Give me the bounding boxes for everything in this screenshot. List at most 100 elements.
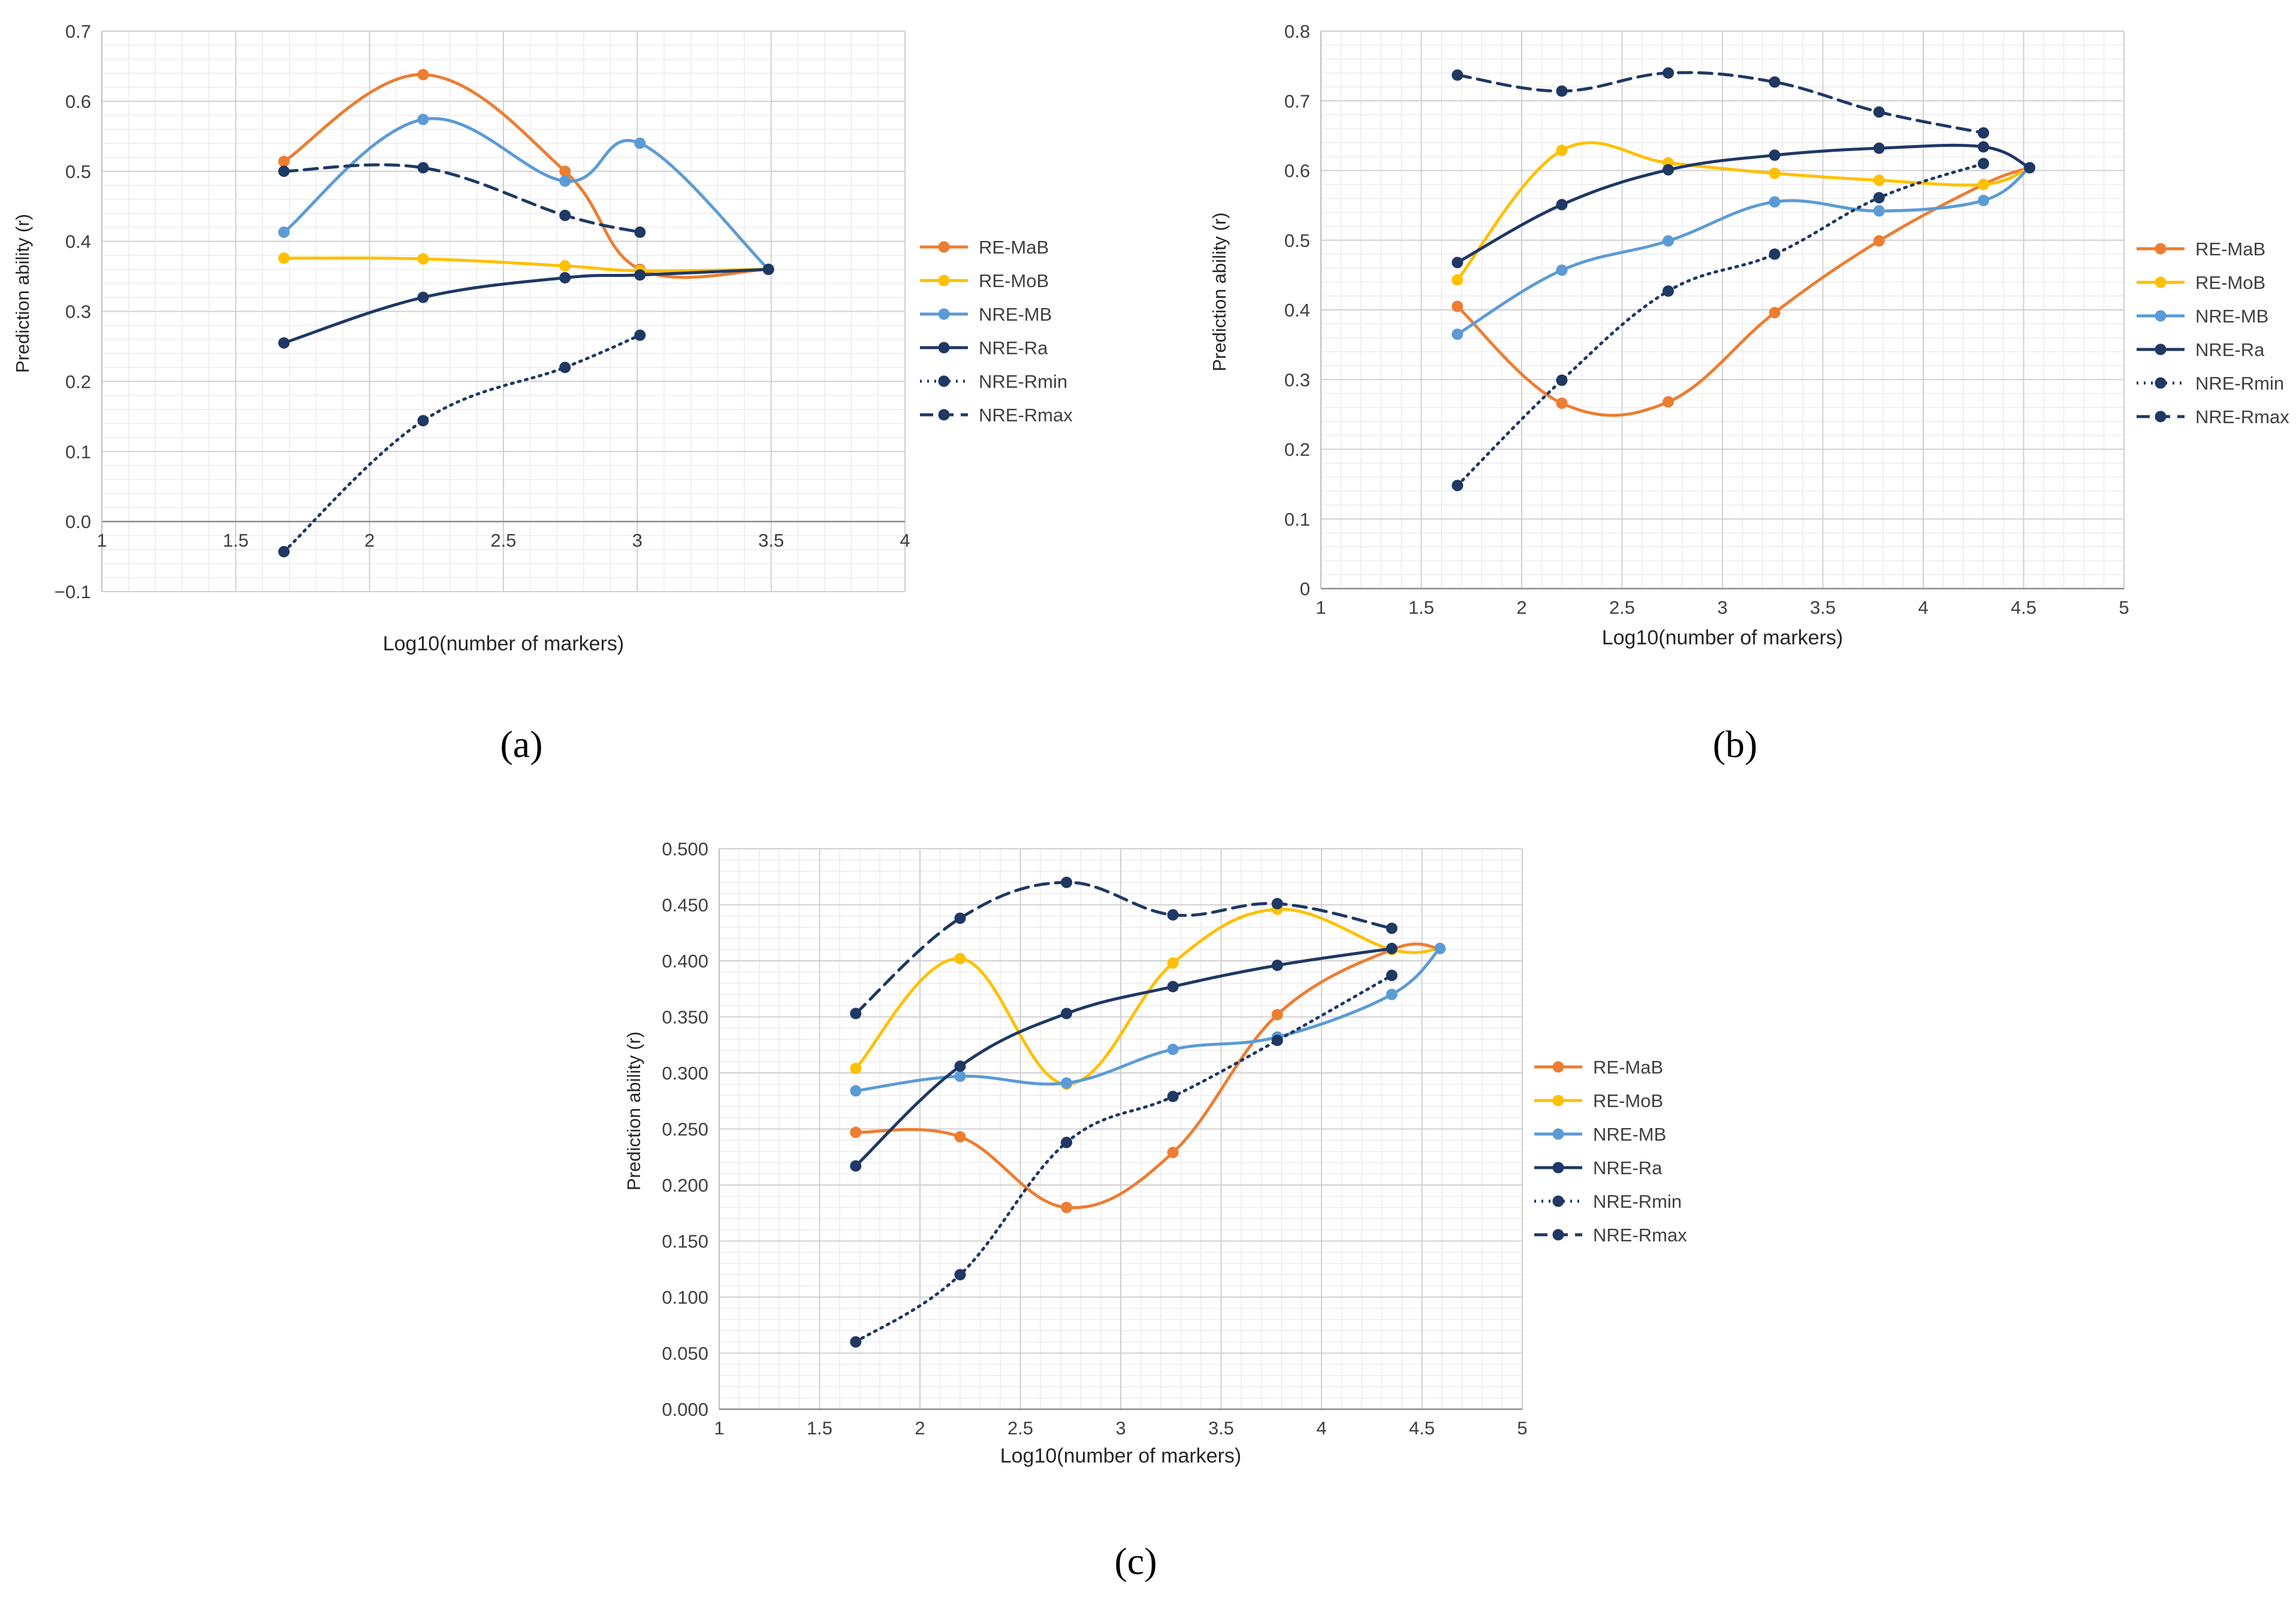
- legend-entry-label: NRE-Ra: [979, 337, 1048, 358]
- y-tick-label: 0.450: [662, 895, 708, 916]
- data-point: [1769, 307, 1781, 319]
- data-point: [954, 952, 966, 964]
- series-line: [282, 163, 642, 234]
- series-line: [1456, 141, 2032, 282]
- x-tick-label: 2.5: [1609, 597, 1635, 618]
- legend-swatch-marker: [1552, 1095, 1564, 1106]
- legend-entry-label: RE-MaB: [979, 237, 1049, 258]
- data-point: [278, 545, 290, 557]
- data-point: [1167, 1090, 1179, 1102]
- data-point: [1873, 235, 1885, 247]
- data-point: [1271, 898, 1283, 910]
- series-nre-mb: [278, 113, 774, 275]
- data-point: [1556, 374, 1568, 386]
- series-line: [854, 881, 1393, 1015]
- data-point: [1167, 909, 1179, 921]
- data-point: [1061, 1008, 1073, 1020]
- legend-entry-label: RE-MaB: [1593, 1057, 1663, 1078]
- y-tick-label: 0.7: [1284, 91, 1310, 111]
- legend-entry-label: NRE-Rmax: [2195, 406, 2289, 427]
- y-tick-label: 0.4: [65, 231, 91, 252]
- series-nre-ra: [278, 263, 774, 349]
- y-tick-label: 0.2: [65, 371, 91, 392]
- data-point: [1556, 264, 1568, 276]
- data-point: [1978, 127, 1989, 139]
- x-tick-label: 2.5: [1007, 1418, 1033, 1439]
- legend-entry-label: NRE-MB: [1593, 1124, 1666, 1145]
- data-point: [1556, 144, 1568, 156]
- legend-swatch-marker: [938, 308, 950, 320]
- y-tick-label: 0: [1300, 578, 1310, 599]
- x-tick-label: 1: [96, 530, 107, 551]
- y-tick-label: 0.5: [1284, 230, 1310, 251]
- panel-caption-b: (b): [1712, 723, 1758, 765]
- x-tick-label: 1.5: [1408, 597, 1434, 618]
- legend-swatch-marker: [2155, 343, 2167, 355]
- series-line: [854, 946, 1393, 1168]
- series-line: [1456, 71, 1985, 135]
- data-point: [1873, 106, 1885, 118]
- data-point: [1452, 257, 1464, 269]
- data-point: [850, 1336, 862, 1348]
- data-point: [850, 1008, 862, 1020]
- data-point: [1061, 876, 1073, 888]
- legend-swatch-marker: [2155, 310, 2167, 322]
- data-point: [634, 269, 646, 281]
- y-tick-label: 0.3: [65, 301, 91, 322]
- series-line: [282, 117, 770, 271]
- x-tick-label: 1: [1316, 597, 1326, 618]
- x-tick-label: 1.5: [223, 530, 249, 551]
- data-point: [559, 272, 571, 284]
- data-point: [1452, 328, 1464, 340]
- data-point: [1061, 1077, 1073, 1089]
- data-point: [1434, 942, 1446, 954]
- data-point: [954, 912, 966, 924]
- x-tick-label: 2: [364, 530, 375, 551]
- data-point: [559, 361, 571, 373]
- x-tick-label: 1: [714, 1418, 724, 1439]
- data-point: [1452, 300, 1464, 312]
- legend-entry-label: RE-MoB: [1593, 1090, 1663, 1111]
- data-point: [1978, 179, 1989, 191]
- series-line: [282, 333, 642, 553]
- x-axis-title: Log10(number of markers): [1000, 1445, 1242, 1467]
- series-line: [854, 973, 1393, 1344]
- x-tick-label: 2: [1516, 597, 1526, 618]
- legend-swatch-marker: [2155, 243, 2167, 255]
- y-axis-title: Prediction ability (r): [1209, 212, 1230, 371]
- legend-swatch-marker: [938, 375, 950, 387]
- legend-swatch-marker: [2155, 276, 2167, 288]
- x-tick-label: 3: [1717, 597, 1727, 618]
- y-axis-title: Prediction ability (r): [623, 1032, 644, 1190]
- legend-entry-label: NRE-Rmin: [2195, 373, 2284, 394]
- data-point: [278, 226, 290, 238]
- data-point: [634, 329, 646, 341]
- series-re-mab: [1452, 162, 2036, 417]
- series-nre-rmax: [278, 162, 646, 238]
- x-tick-label: 3: [632, 530, 642, 551]
- series-line: [282, 267, 770, 345]
- data-point: [850, 1126, 862, 1138]
- data-point: [634, 226, 646, 238]
- legend-swatch-marker: [1552, 1229, 1564, 1241]
- y-tick-label: 0.350: [662, 1007, 708, 1028]
- series-line: [282, 73, 770, 279]
- series-re-mab: [278, 68, 774, 279]
- data-point: [1167, 1044, 1179, 1056]
- series-nre-rmax: [1452, 67, 1989, 139]
- y-tick-label: 0.8: [1284, 21, 1310, 42]
- y-axis-title: Prediction ability (r): [12, 214, 33, 373]
- series-nre-ra: [1452, 141, 2036, 269]
- data-point: [954, 1060, 966, 1072]
- legend-swatch-marker: [938, 342, 950, 354]
- y-tick-label: 0.000: [662, 1399, 708, 1420]
- legend-entry-label: NRE-Rmax: [1593, 1225, 1687, 1246]
- legend-swatch-marker: [1552, 1061, 1564, 1073]
- y-tick-label: 0.500: [662, 839, 708, 860]
- data-point: [1061, 1136, 1073, 1148]
- legend-swatch-marker: [938, 409, 950, 421]
- data-point: [1452, 274, 1464, 286]
- y-tick-label: 0.2: [1284, 439, 1310, 460]
- data-point: [559, 165, 571, 177]
- x-tick-label: 4.5: [2011, 597, 2036, 618]
